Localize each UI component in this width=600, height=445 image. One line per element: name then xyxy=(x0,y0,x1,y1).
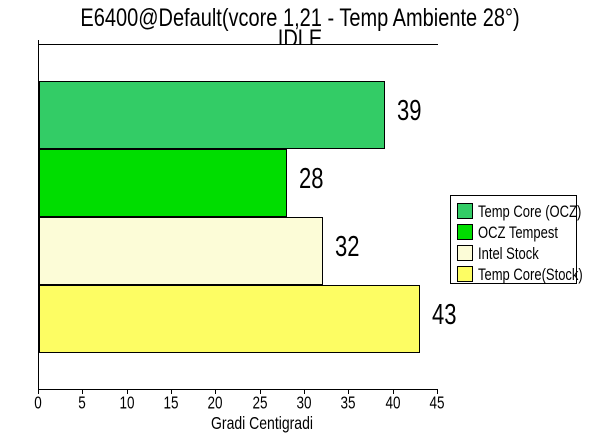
x-axis-tick xyxy=(82,389,83,394)
legend: Temp Core (OCZ) OCZ Tempest Intel Stock … xyxy=(450,195,583,284)
chart-title: E6400@Default(vcore 1,21 - Temp Ambiente… xyxy=(0,6,600,31)
y-axis-top-tick xyxy=(38,40,39,44)
legend-swatch-icon xyxy=(457,224,473,240)
bar-value-label: 28 xyxy=(299,162,324,195)
legend-swatch-icon xyxy=(457,245,473,261)
x-axis-tick xyxy=(393,389,394,394)
x-axis-tick-label: 30 xyxy=(296,392,312,413)
x-axis-tick xyxy=(437,389,438,394)
bar-ocz-tempest xyxy=(39,149,287,217)
bar-value-label: 43 xyxy=(432,298,457,331)
x-axis-tick-label: 5 xyxy=(78,392,86,413)
legend-item-label: Temp Core (OCZ) xyxy=(478,201,582,221)
legend-swatch-icon xyxy=(457,203,473,219)
x-axis-tick-label: 45 xyxy=(429,392,445,413)
x-axis-tick-label: 35 xyxy=(340,392,356,413)
x-axis-tick-label: 40 xyxy=(385,392,401,413)
x-axis-tick xyxy=(171,389,172,394)
legend-item: Temp Core(Stock) xyxy=(457,264,583,284)
legend-item: Intel Stock xyxy=(457,243,576,263)
bar-temp-core-ocz xyxy=(39,81,385,149)
legend-item: OCZ Tempest xyxy=(457,222,576,242)
bar-intel-stock xyxy=(39,217,323,285)
bar-value-label: 39 xyxy=(397,94,422,127)
x-axis-label: Gradi Centigradi xyxy=(211,412,313,433)
chart-title-text: E6400@Default(vcore 1,21 - Temp Ambiente… xyxy=(80,4,520,33)
x-axis-tick-label: 0 xyxy=(34,392,42,413)
plot-area: 39 28 32 43 xyxy=(38,44,456,390)
x-axis-tick xyxy=(348,389,349,394)
bar-temp-core-stock xyxy=(39,285,420,353)
x-axis-tick xyxy=(215,389,216,394)
x-axis-tick-label: 20 xyxy=(207,392,223,413)
x-axis-tick xyxy=(304,389,305,394)
x-axis-tick-label: 15 xyxy=(163,392,179,413)
x-axis-tick-label: 25 xyxy=(252,392,268,413)
x-axis-tick xyxy=(260,389,261,394)
legend-item: Temp Core (OCZ) xyxy=(457,201,581,221)
legend-swatch-icon xyxy=(457,266,473,282)
legend-item-label: Temp Core(Stock) xyxy=(478,264,583,284)
x-axis-tick xyxy=(38,389,39,394)
legend-item-label: Intel Stock xyxy=(478,243,539,263)
x-axis-tick xyxy=(127,389,128,394)
bar-value-label: 32 xyxy=(335,230,360,263)
x-axis-tick-label: 10 xyxy=(119,392,135,413)
legend-item-label: OCZ Tempest xyxy=(478,222,558,242)
